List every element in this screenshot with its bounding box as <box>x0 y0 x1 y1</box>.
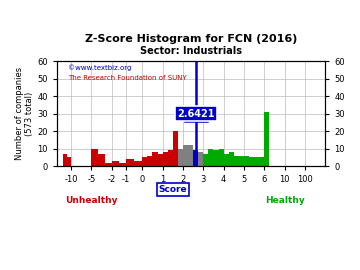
Bar <box>198 152 203 166</box>
Bar <box>105 163 112 166</box>
Bar <box>126 159 134 166</box>
Bar <box>229 152 234 166</box>
Bar <box>67 157 71 166</box>
Bar <box>119 163 126 166</box>
Bar <box>213 150 219 166</box>
Bar <box>152 152 158 166</box>
Bar <box>63 154 67 166</box>
Bar <box>234 156 239 166</box>
Bar <box>259 157 264 166</box>
Bar <box>112 161 119 166</box>
Bar <box>193 150 198 166</box>
Bar <box>142 157 147 166</box>
Bar <box>147 156 152 166</box>
Bar <box>178 149 183 166</box>
Text: 2.6421: 2.6421 <box>177 109 215 119</box>
Bar <box>219 149 224 166</box>
Text: ©www.textbiz.org: ©www.textbiz.org <box>68 65 131 71</box>
Bar <box>173 131 178 166</box>
Bar <box>249 157 254 166</box>
Bar <box>91 149 98 166</box>
Bar <box>134 161 142 166</box>
Bar <box>183 145 188 166</box>
Bar <box>203 154 208 166</box>
Bar <box>98 154 105 166</box>
Bar <box>188 145 193 166</box>
Text: The Research Foundation of SUNY: The Research Foundation of SUNY <box>68 75 186 81</box>
Bar <box>239 156 244 166</box>
Bar <box>158 154 163 166</box>
Bar <box>224 154 229 166</box>
Y-axis label: Number of companies
(573 total): Number of companies (573 total) <box>15 67 35 160</box>
Bar <box>254 157 259 166</box>
Bar <box>264 112 269 166</box>
Bar <box>244 156 249 166</box>
Text: Healthy: Healthy <box>265 195 305 205</box>
Text: Unhealthy: Unhealthy <box>65 195 118 205</box>
Text: Score: Score <box>158 185 187 194</box>
Bar <box>163 152 168 166</box>
Bar <box>168 150 173 166</box>
Text: Sector: Industrials: Sector: Industrials <box>140 46 242 56</box>
Title: Z-Score Histogram for FCN (2016): Z-Score Histogram for FCN (2016) <box>85 34 297 44</box>
Bar <box>208 149 213 166</box>
